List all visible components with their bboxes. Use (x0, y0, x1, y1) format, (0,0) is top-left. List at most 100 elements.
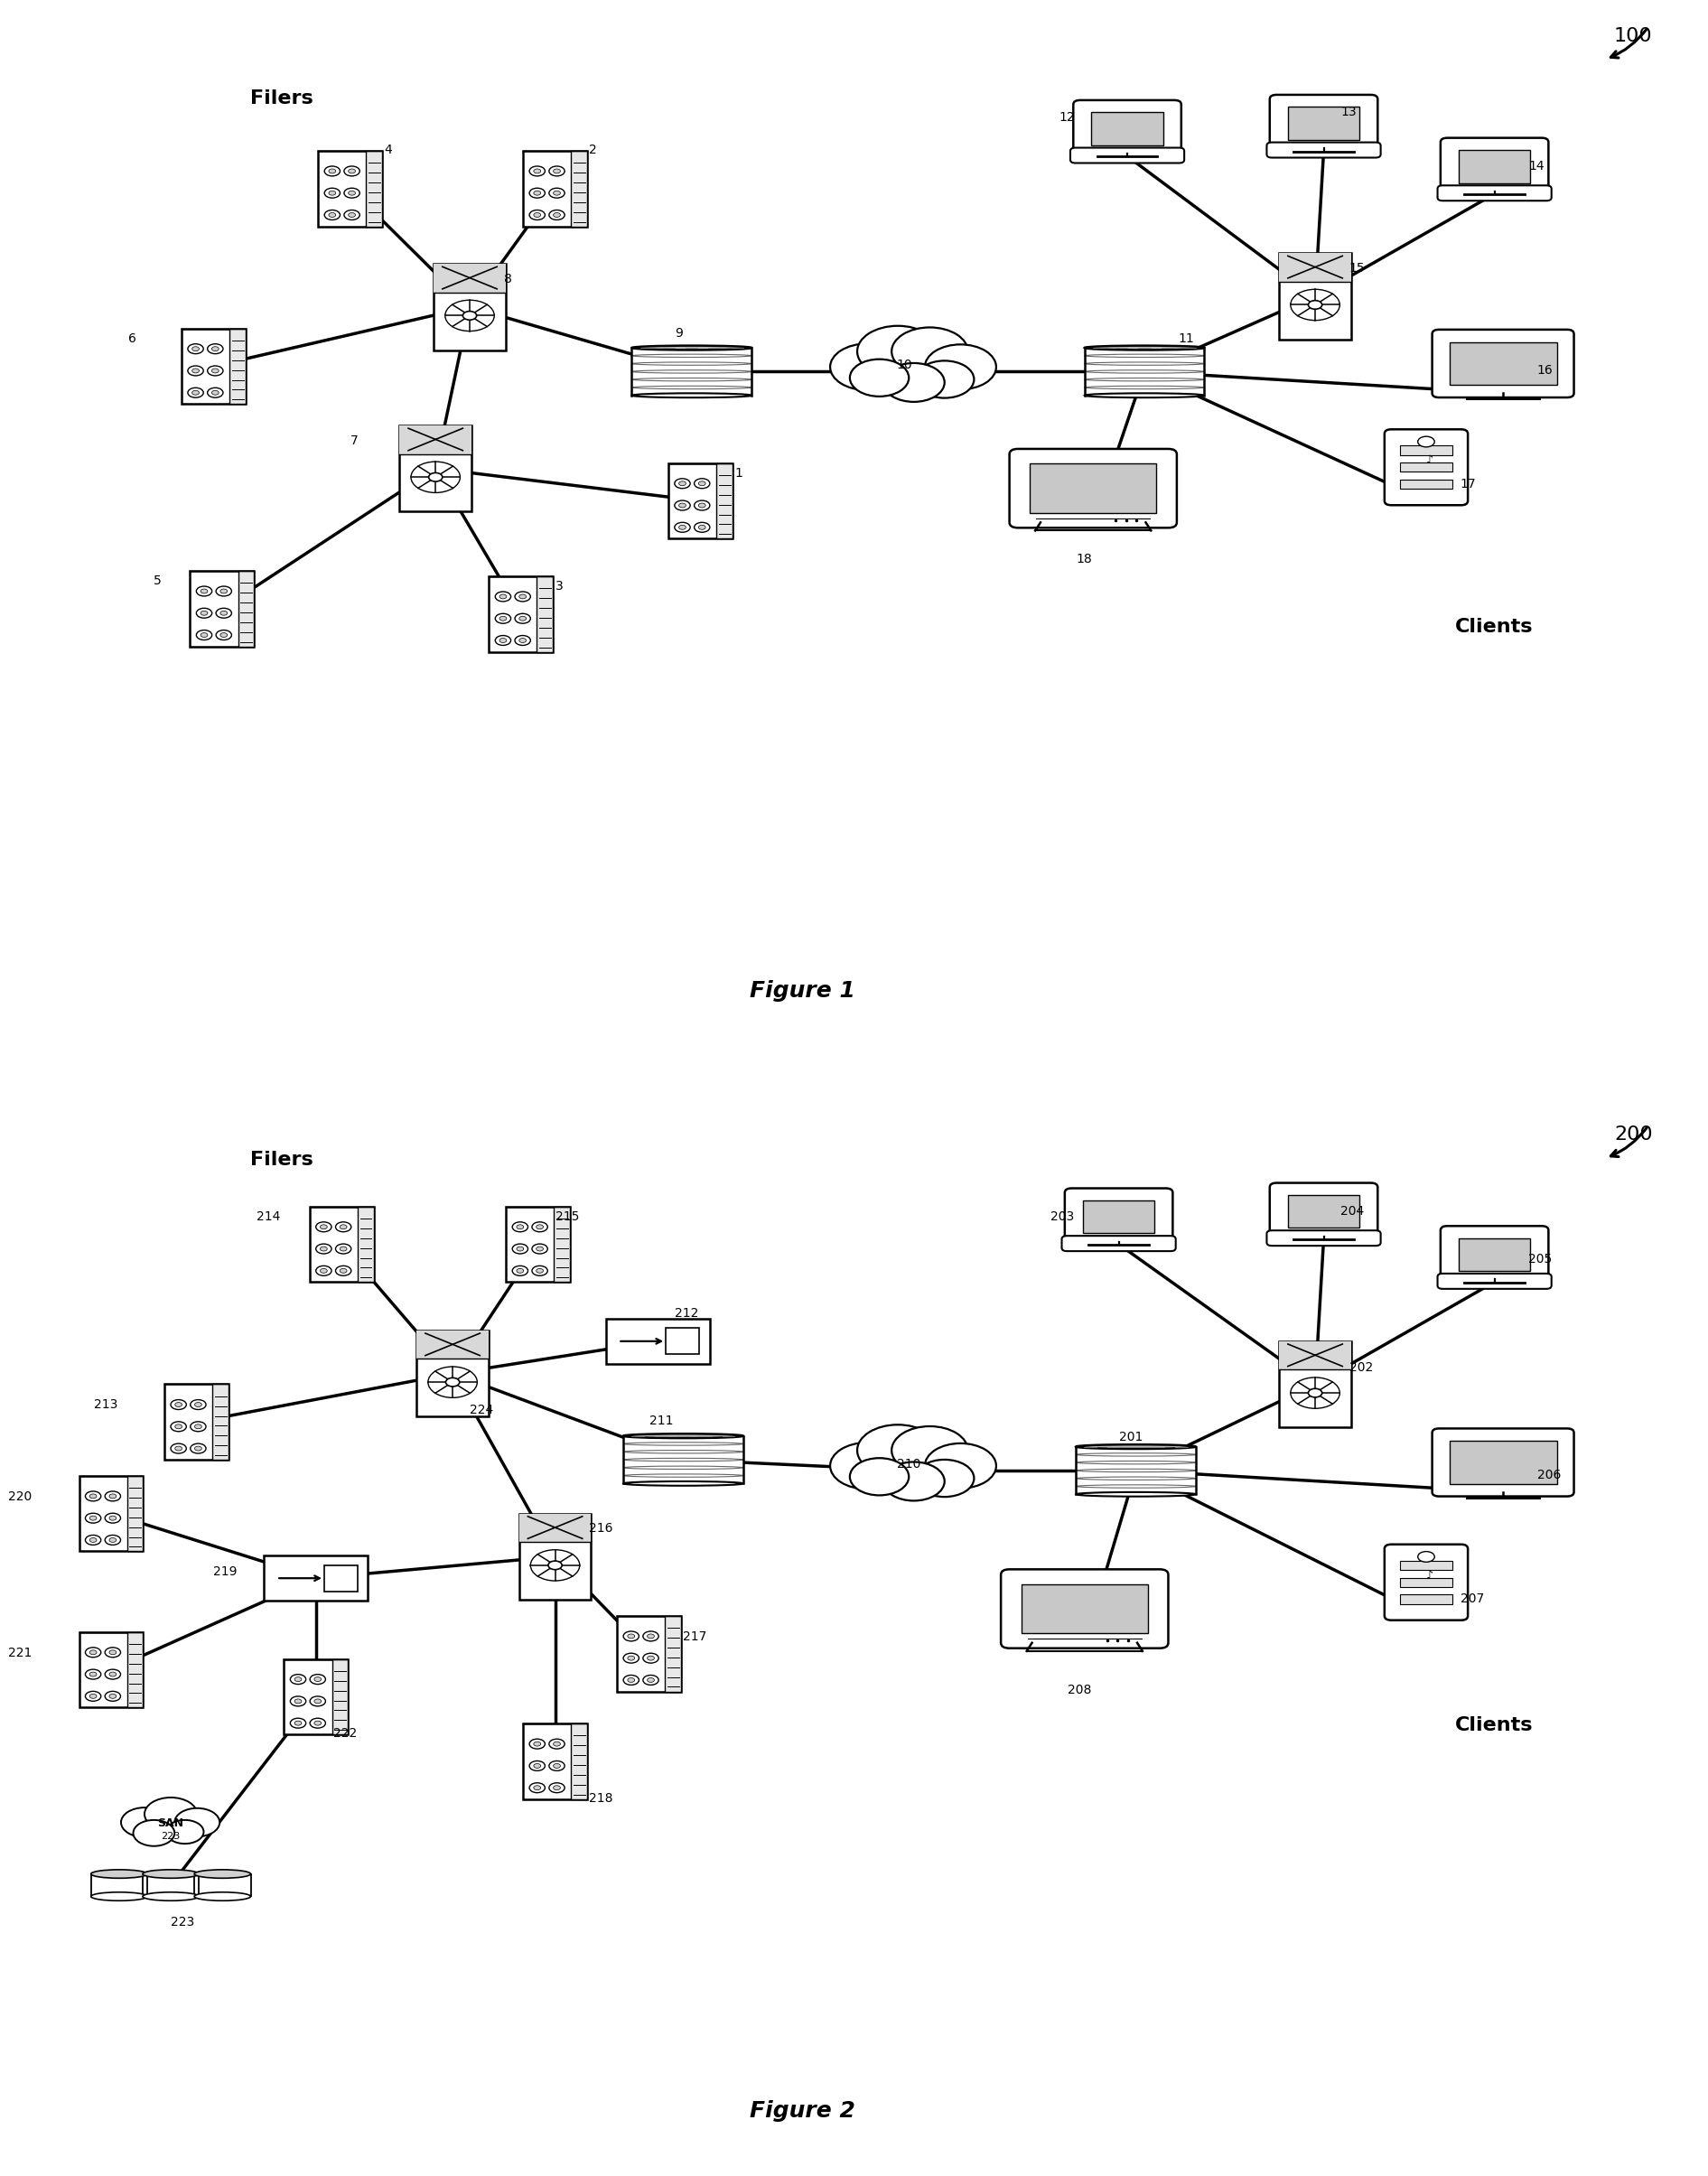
Circle shape (196, 607, 212, 618)
Ellipse shape (623, 1434, 743, 1438)
Circle shape (553, 1741, 560, 1745)
Circle shape (89, 1671, 97, 1676)
Ellipse shape (623, 1482, 743, 1486)
Text: 16: 16 (1537, 363, 1553, 376)
Bar (366, 150, 383, 226)
Bar (1399, 479, 1454, 490)
FancyBboxPatch shape (1431, 329, 1575, 398)
Bar (1399, 1560, 1454, 1571)
Circle shape (316, 1223, 331, 1232)
Text: 221: 221 (9, 1647, 32, 1658)
Bar (400, 426, 471, 511)
Text: 215: 215 (555, 1210, 579, 1223)
Circle shape (340, 1225, 347, 1229)
Circle shape (693, 479, 711, 487)
Circle shape (325, 211, 340, 220)
Text: 15: 15 (1349, 261, 1365, 274)
Circle shape (188, 366, 203, 376)
Circle shape (109, 1538, 116, 1543)
Circle shape (499, 594, 507, 598)
Circle shape (220, 611, 227, 616)
Circle shape (171, 1399, 186, 1410)
Bar (318, 150, 383, 226)
Circle shape (215, 585, 232, 596)
Circle shape (514, 614, 531, 625)
Circle shape (171, 1443, 186, 1454)
FancyBboxPatch shape (1438, 185, 1551, 200)
Circle shape (190, 1421, 207, 1432)
Text: 203: 203 (1050, 1210, 1074, 1223)
Text: 12: 12 (1059, 111, 1074, 124)
Circle shape (678, 524, 687, 529)
Bar (1399, 446, 1454, 455)
Circle shape (529, 187, 545, 198)
Bar (570, 150, 588, 226)
Circle shape (924, 344, 996, 390)
Circle shape (328, 170, 336, 174)
Ellipse shape (195, 1893, 251, 1900)
Circle shape (190, 1399, 207, 1410)
Circle shape (294, 1678, 302, 1682)
Bar (1459, 150, 1530, 183)
Circle shape (89, 1495, 97, 1499)
Text: 14: 14 (1529, 159, 1544, 172)
Circle shape (191, 346, 200, 350)
Text: 210: 210 (897, 1458, 921, 1471)
Text: 216: 216 (589, 1523, 613, 1534)
Circle shape (857, 1425, 938, 1475)
Circle shape (678, 481, 687, 485)
Circle shape (348, 191, 355, 196)
Circle shape (548, 1782, 565, 1793)
Bar (417, 1330, 488, 1417)
Circle shape (335, 1266, 352, 1275)
Circle shape (348, 170, 355, 174)
Circle shape (290, 1673, 306, 1684)
Circle shape (533, 1786, 541, 1791)
Circle shape (335, 1223, 352, 1232)
Bar (1399, 463, 1454, 472)
Circle shape (678, 503, 687, 507)
Circle shape (309, 1719, 326, 1728)
Circle shape (553, 1763, 560, 1769)
Ellipse shape (91, 1869, 147, 1878)
Text: 205: 205 (1529, 1253, 1553, 1266)
Bar (519, 1514, 591, 1543)
Ellipse shape (632, 346, 752, 350)
Circle shape (85, 1669, 101, 1680)
Circle shape (207, 344, 224, 355)
Bar (536, 577, 553, 653)
Circle shape (200, 590, 208, 594)
Circle shape (495, 635, 511, 646)
Bar (570, 1723, 588, 1800)
Circle shape (314, 1721, 321, 1726)
Text: 10: 10 (897, 359, 912, 372)
Circle shape (642, 1676, 659, 1684)
Circle shape (516, 1225, 524, 1229)
Text: ♪: ♪ (1426, 455, 1433, 466)
Circle shape (207, 387, 224, 398)
Circle shape (343, 211, 360, 220)
Circle shape (196, 631, 212, 640)
Text: Figure 1: Figure 1 (750, 979, 856, 1001)
FancyBboxPatch shape (1071, 148, 1184, 163)
Circle shape (328, 191, 336, 196)
Text: 202: 202 (1349, 1360, 1373, 1373)
Circle shape (212, 368, 219, 372)
Bar (79, 1632, 143, 1708)
Bar (91, 1874, 147, 1897)
Circle shape (512, 1245, 528, 1253)
Bar (1091, 113, 1163, 146)
Circle shape (319, 1225, 328, 1229)
FancyBboxPatch shape (1385, 1545, 1467, 1621)
Bar (400, 426, 471, 455)
Bar (519, 1514, 591, 1599)
Circle shape (109, 1671, 116, 1676)
Circle shape (553, 213, 560, 218)
Circle shape (519, 594, 526, 598)
Circle shape (531, 1245, 548, 1253)
Circle shape (548, 211, 565, 220)
Bar (1076, 1447, 1196, 1495)
Text: 211: 211 (649, 1414, 673, 1427)
Circle shape (212, 346, 219, 350)
Circle shape (104, 1691, 121, 1702)
